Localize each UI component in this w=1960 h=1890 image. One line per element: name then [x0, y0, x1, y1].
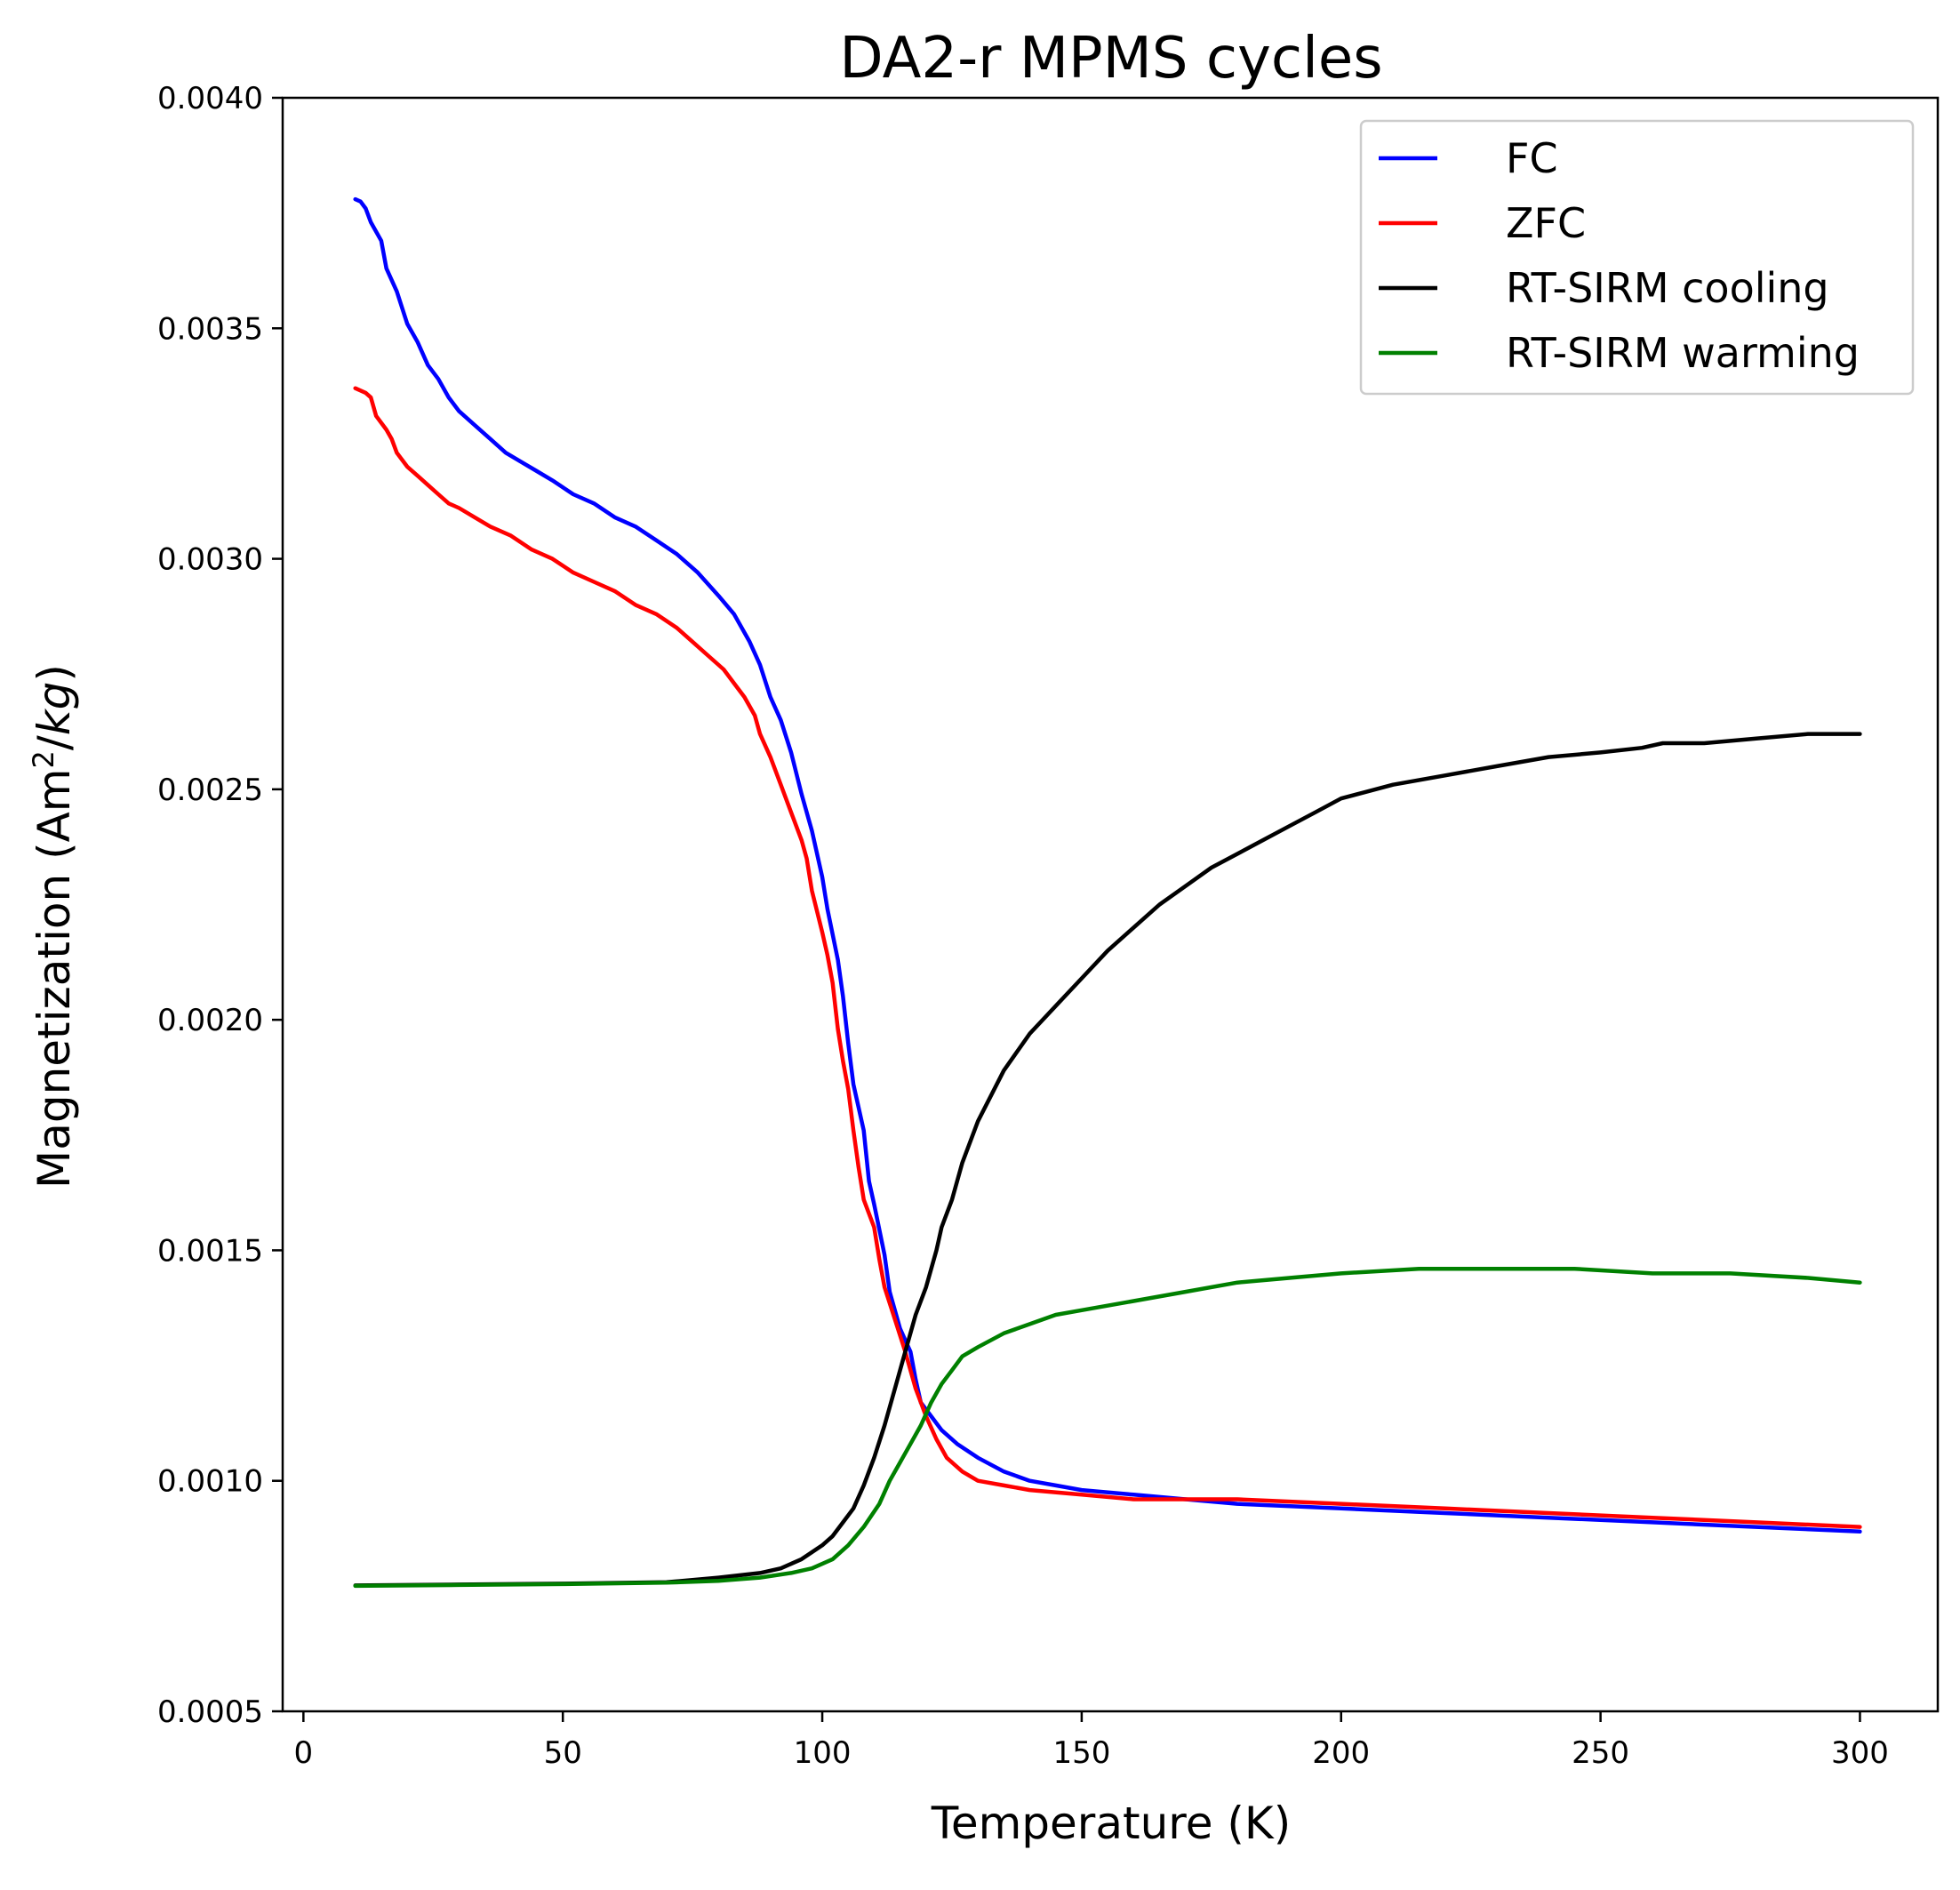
- series-line-rt-sirm-cooling: [353, 732, 1862, 1588]
- chart-title: DA2-r MPMS cycles: [839, 26, 1382, 92]
- legend-entries: FC ZFC RT-SIRM cooling RT-SIRM warming: [1379, 134, 1860, 377]
- legend-label-rt-sirm-cooling: RT-SIRM cooling: [1506, 264, 1829, 312]
- legend-label-rt-sirm-warming: RT-SIRM warming: [1506, 329, 1860, 377]
- legend-label-zfc: ZFC: [1506, 199, 1586, 247]
- y-axis-label-slash: /: [28, 735, 80, 750]
- legend-box: [1359, 119, 1915, 396]
- y-axis-label-prefix: Magnetization (Am: [28, 769, 80, 1189]
- y-tick-label: 0.0025: [157, 773, 263, 808]
- x-tick-label: 50: [544, 1735, 582, 1771]
- y-axis-label-suffix: ): [28, 664, 80, 682]
- legend-label-fc: FC: [1506, 134, 1558, 182]
- x-tick-label: 300: [1831, 1735, 1889, 1771]
- series-line-rt-sirm-warming: [353, 1266, 1862, 1589]
- y-tick-label: 0.0020: [157, 1003, 263, 1038]
- y-axis-label: Magnetization (Am2/kg): [27, 664, 80, 1189]
- y-tick-label: 0.0005: [157, 1694, 263, 1730]
- x-axis-label: Temperature (K): [931, 1798, 1291, 1849]
- x-tick-label: 250: [1572, 1735, 1629, 1771]
- y-tick-label: 0.0010: [157, 1464, 263, 1500]
- legend: FC ZFC RT-SIRM cooling RT-SIRM warming: [1359, 119, 1915, 396]
- y-axis-label-superscript: 2: [27, 750, 60, 768]
- x-tick-label: 0: [294, 1735, 314, 1771]
- plot-frame: [281, 96, 1940, 1713]
- ticks-layer: 0 50 100 150 200 250 300 0.0005 0.0010 0.0015 0.00…: [157, 81, 1889, 1771]
- series-line-fc: [353, 196, 1862, 1534]
- y-tick-label: 0.0035: [157, 311, 263, 347]
- series-line-zfc: [353, 386, 1862, 1529]
- series-layer: [353, 196, 1862, 1589]
- x-tick-label: 100: [794, 1735, 852, 1771]
- y-tick-label: 0.0030: [157, 542, 263, 578]
- y-tick-label: 0.0015: [157, 1233, 263, 1269]
- y-tick-label: 0.0040: [157, 81, 263, 116]
- y-axis-label-unit: kg: [28, 682, 80, 736]
- x-tick-label: 150: [1052, 1735, 1110, 1771]
- x-tick-label: 200: [1312, 1735, 1370, 1771]
